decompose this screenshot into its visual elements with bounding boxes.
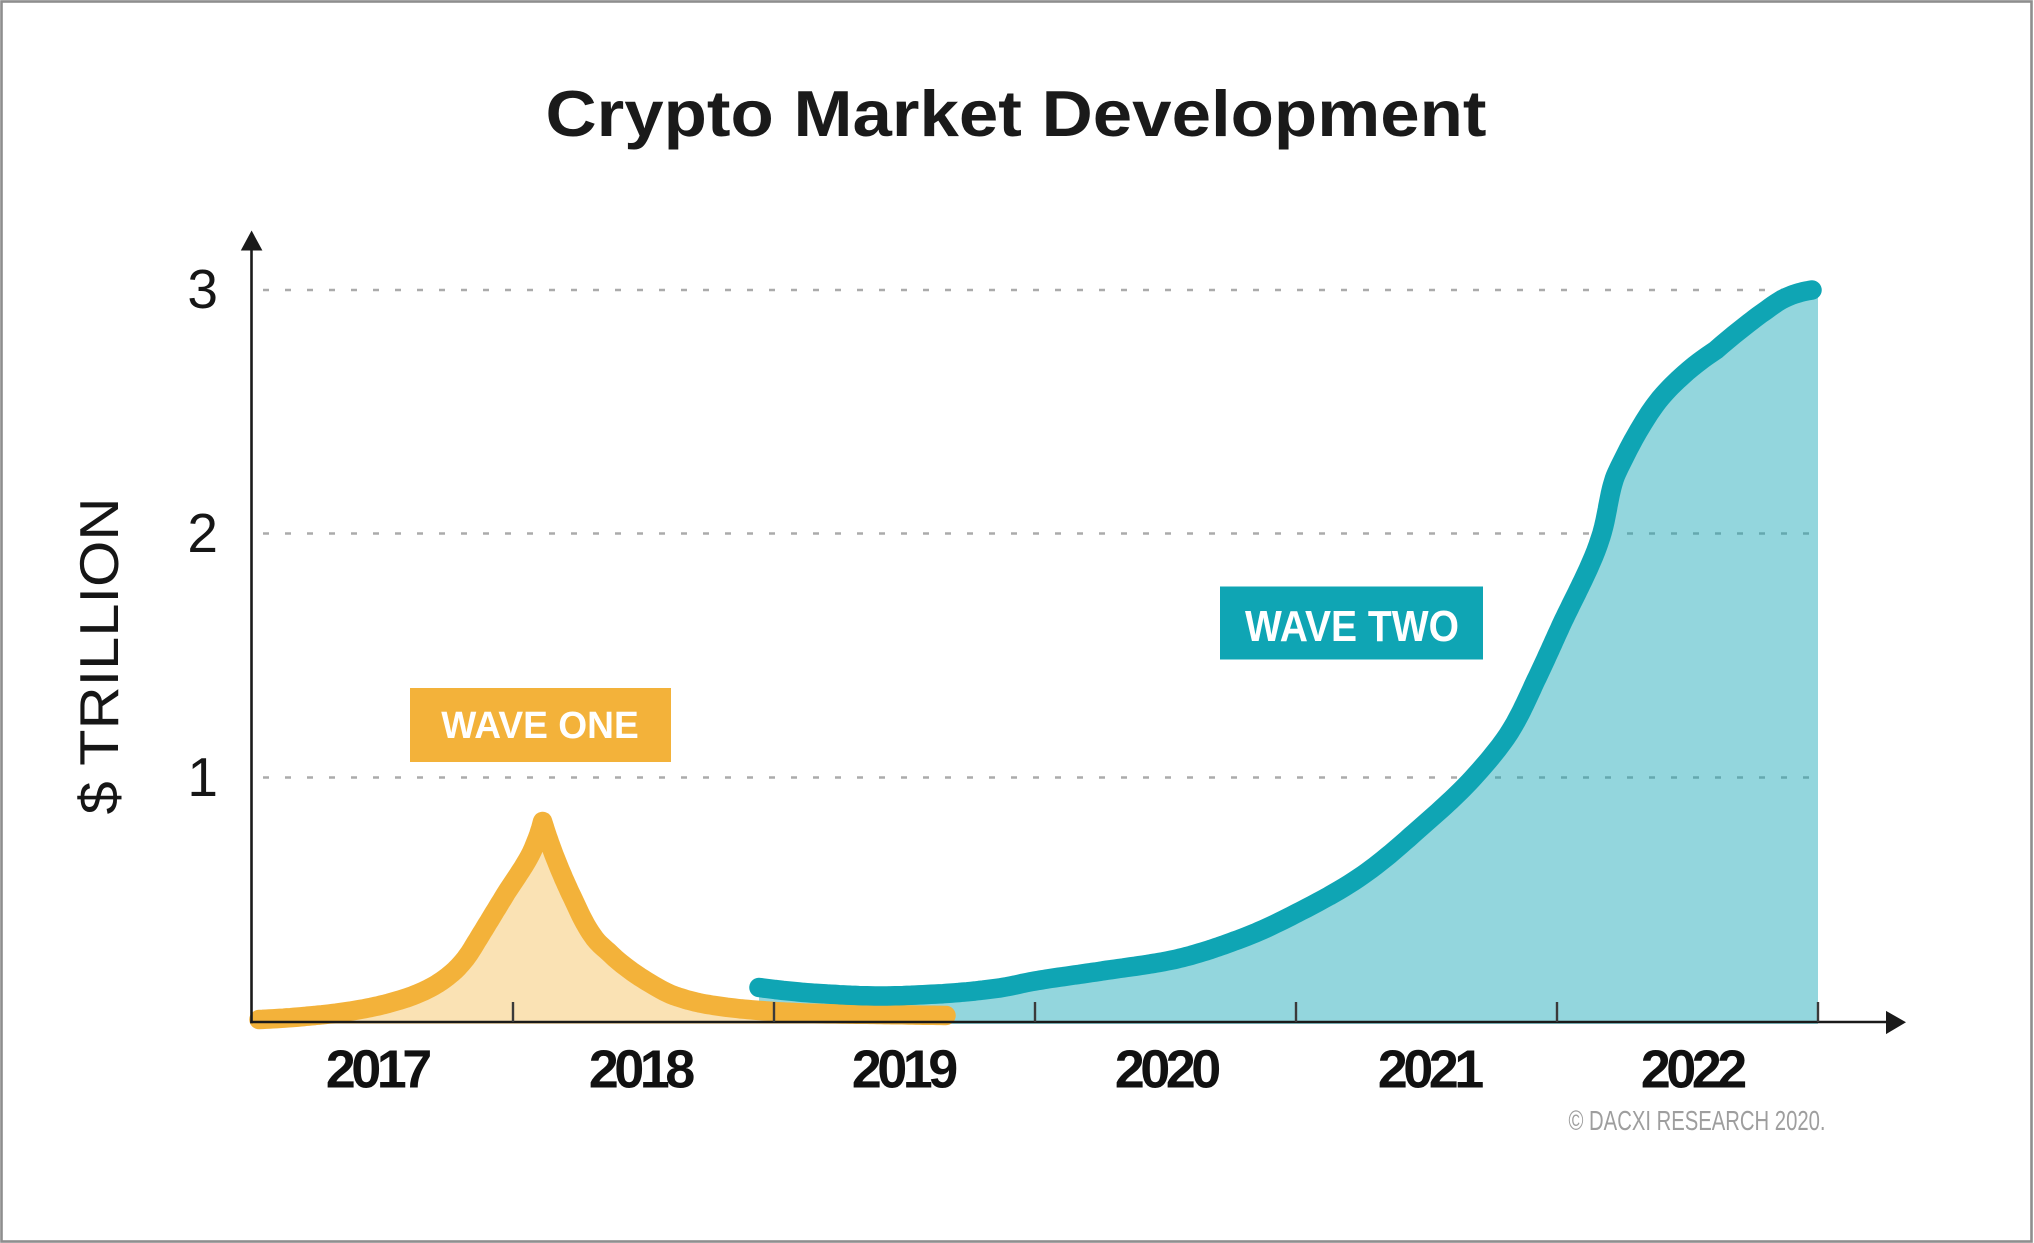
svg-text:2022: 2022 (1641, 1040, 1748, 1100)
svg-text:WAVE TWO: WAVE TWO (1245, 602, 1459, 651)
svg-text:2018: 2018 (589, 1040, 696, 1100)
svg-text:1: 1 (187, 746, 218, 808)
svg-text:2017: 2017 (326, 1040, 433, 1100)
svg-text:Crypto Market Development: Crypto Market Development (546, 77, 1487, 150)
svg-text:2020: 2020 (1115, 1040, 1222, 1100)
svg-text:2021: 2021 (1378, 1040, 1485, 1100)
svg-text:2019: 2019 (852, 1040, 959, 1100)
svg-text:WAVE ONE: WAVE ONE (441, 705, 639, 747)
svg-text:2: 2 (187, 502, 218, 564)
svg-text:$ TRILLION: $ TRILLION (68, 497, 130, 814)
svg-text:© DACXI RESEARCH 2020.: © DACXI RESEARCH 2020. (1569, 1105, 1826, 1136)
svg-text:3: 3 (187, 258, 218, 320)
